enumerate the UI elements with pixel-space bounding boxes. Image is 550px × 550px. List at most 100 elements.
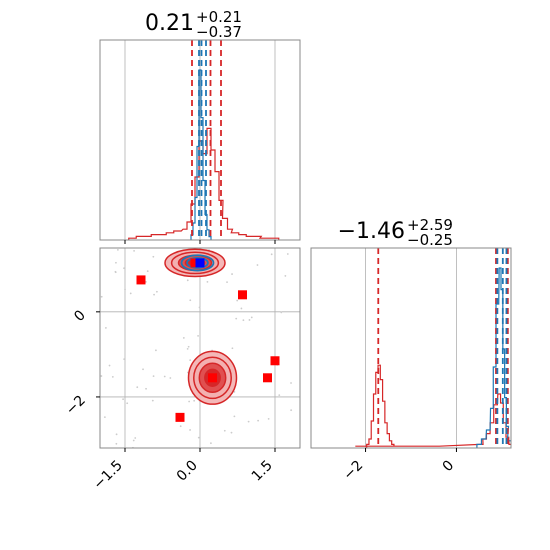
param1-title-plus: +0.21	[196, 8, 242, 26]
scatter-point	[193, 399, 196, 402]
scatter-point	[240, 307, 243, 310]
scatter-point	[189, 359, 192, 362]
scatter-point	[155, 349, 157, 352]
param1-red-quantile-group	[191, 40, 222, 240]
scatter-point	[134, 437, 137, 439]
param2-x-tick-label: 0	[440, 458, 458, 476]
red-marker	[270, 356, 280, 366]
scatter-point	[186, 279, 189, 282]
scatter-point	[270, 253, 273, 256]
param1-blue-quantile-group	[198, 40, 207, 240]
param2-title-minus: −0.25	[407, 231, 453, 249]
scatter-point	[100, 295, 103, 298]
scatter-point	[248, 319, 251, 321]
scatter-point	[111, 375, 114, 378]
scatter-point	[123, 358, 126, 361]
param1-title-minus: −0.37	[196, 23, 242, 41]
scatter-point	[182, 337, 185, 339]
scatter-point	[290, 409, 293, 412]
scatter-point	[116, 248, 119, 251]
scatter-point	[280, 311, 283, 314]
scatter-point	[267, 417, 270, 420]
joint-y-tick-label: 0	[71, 307, 89, 325]
scatter-point	[155, 290, 158, 293]
scatter-point	[247, 420, 250, 423]
scatter-point	[179, 425, 182, 428]
scatter-point	[132, 439, 135, 442]
scatter-point	[290, 382, 292, 384]
scatter-point	[188, 400, 191, 403]
scatter-point	[124, 288, 126, 291]
red-marker	[263, 373, 272, 383]
scatter-point	[105, 327, 107, 329]
scatter-point	[151, 399, 154, 402]
blue-contour-level-0	[180, 254, 215, 272]
scatter-point	[230, 431, 233, 434]
scatter-point	[114, 270, 117, 273]
param2-red-hist-group	[355, 364, 511, 448]
scatter-point	[189, 429, 191, 431]
scatter-point	[186, 347, 189, 350]
scatter-point	[100, 375, 103, 377]
red-marker	[238, 290, 247, 300]
scatter-point	[133, 249, 135, 252]
red-marker	[190, 258, 200, 268]
joint-x-tick-label: 0.0	[174, 458, 201, 485]
scatter-point	[235, 317, 238, 320]
scatter-point	[145, 280, 147, 283]
scatter-point	[136, 386, 139, 389]
scatter-point	[284, 275, 287, 277]
scatter-point	[115, 433, 118, 436]
scatter-point	[256, 264, 259, 266]
scatter-point	[123, 267, 125, 270]
scatter-point	[236, 299, 239, 302]
scatter-point	[169, 377, 172, 379]
joint-group	[100, 248, 293, 448]
scatter-point	[233, 415, 236, 418]
scatter-point	[153, 293, 155, 296]
param2-x-tick-label: −2	[340, 458, 366, 484]
joint-y-tick-label: −2	[63, 392, 89, 418]
scatter-point	[250, 316, 253, 319]
param2-red-hist	[355, 364, 511, 448]
scatter-point	[115, 261, 117, 264]
scatter-point	[152, 375, 155, 378]
scatter-point	[129, 292, 132, 295]
scatter-point	[286, 253, 289, 255]
scatter-point	[257, 419, 260, 422]
scatter-point	[163, 375, 166, 378]
red-marker	[175, 412, 185, 422]
scatter-point	[210, 442, 212, 445]
red-marker	[136, 275, 146, 285]
scatter-point	[103, 416, 106, 419]
scatter-point	[197, 436, 200, 439]
scatter-point	[278, 394, 281, 397]
param2-title-value: −1.46	[338, 219, 405, 244]
red-marker	[208, 373, 217, 383]
scatter-point	[206, 280, 209, 283]
scatter-point	[189, 299, 192, 302]
param1-red-hist	[128, 127, 280, 240]
blue-marker	[195, 258, 205, 268]
scatter-point	[145, 387, 147, 390]
param2-blue-quantile-group	[496, 248, 508, 448]
joint-x-tick-label: 1.5	[249, 458, 276, 485]
scatter-point	[187, 345, 190, 348]
scatter-point	[146, 270, 149, 273]
scatter-point	[231, 273, 233, 275]
scatter-point	[226, 281, 228, 283]
panel-param2-hist	[310, 247, 512, 449]
param1-title-value: 0.21	[145, 11, 194, 36]
scatter-point	[152, 255, 155, 258]
scatter-point	[223, 429, 226, 432]
param2-title-plus: +2.59	[407, 216, 453, 234]
joint-x-tick-label: −1.5	[90, 458, 125, 493]
scatter-point	[108, 364, 111, 367]
scatter-point	[122, 398, 124, 401]
scatter-point	[231, 347, 234, 350]
param1-red-hist-group	[128, 127, 280, 240]
scatter-point	[242, 319, 245, 322]
scatter-point	[115, 442, 118, 445]
scatter-point	[142, 368, 144, 371]
